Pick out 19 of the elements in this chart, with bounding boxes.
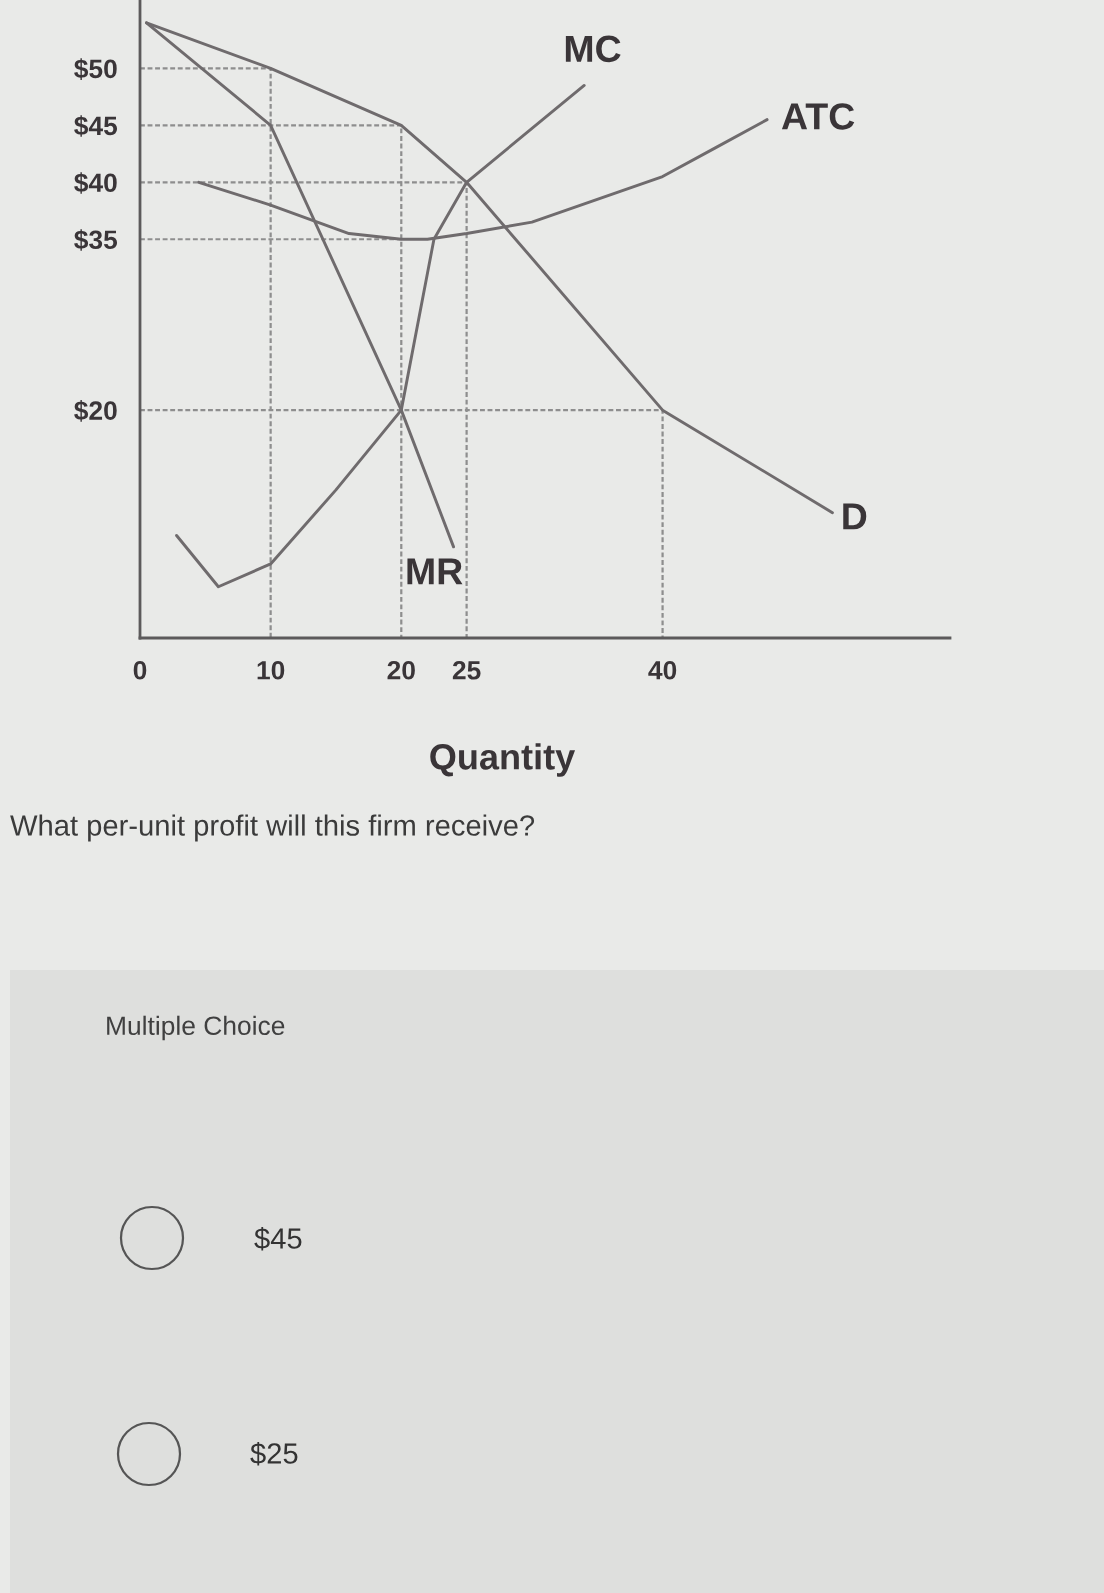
x-tick-label: 0	[133, 660, 147, 680]
y-tick-label: $40	[74, 172, 117, 194]
x-tick-label: 40	[648, 660, 677, 680]
x-tick-label: 25	[452, 660, 481, 680]
text: $25	[250, 1441, 298, 1466]
text: Multiple Choice	[107, 1015, 285, 1041]
y-tick-label: $45	[74, 115, 118, 137]
y-tick-label: $20	[74, 400, 117, 422]
series-label: ATC	[781, 103, 855, 130]
series-label: MC	[565, 35, 621, 63]
series-label: D	[843, 503, 867, 530]
x-tick-label: 10	[257, 660, 285, 680]
text: $45	[254, 1226, 302, 1251]
series-label: MR	[407, 558, 463, 585]
x-axis-title: Quantity	[430, 743, 576, 777]
y-tick-label: $35	[74, 229, 118, 251]
text: What per-unit profit will this firm receive?	[10, 814, 535, 842]
y-tick-label: $50	[74, 58, 117, 80]
x-tick-label: 20	[387, 660, 415, 680]
